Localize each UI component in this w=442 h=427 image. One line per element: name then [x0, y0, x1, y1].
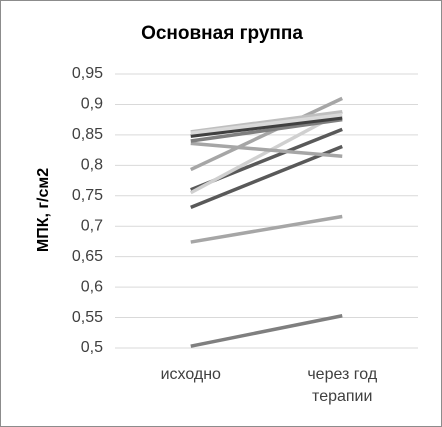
y-axis-label: МПК, г/см2 [35, 168, 52, 252]
series-line [190, 144, 343, 209]
y-tick-label: 0,7 [81, 217, 103, 234]
series-line [190, 214, 343, 244]
series-line [190, 117, 343, 143]
y-tick-label: 0,8 [81, 157, 103, 174]
y-tick-label: 0,85 [72, 126, 103, 143]
y-tick-label: 0,95 [72, 65, 103, 82]
y-tick-label: 0,65 [72, 248, 103, 265]
series-line [189, 110, 344, 195]
x-tick-label: через год терапии [307, 366, 378, 405]
x-tick-label: исходно [160, 366, 221, 383]
chart-title: Основная группа [141, 23, 303, 44]
series-line [190, 314, 343, 348]
y-tick-label: 0,6 [81, 278, 103, 295]
series-line [190, 96, 343, 172]
series-line [190, 141, 343, 158]
y-tick-label: 0,9 [81, 96, 103, 113]
y-tick-label: 0,5 [81, 339, 103, 356]
y-tick-label: 0,55 [72, 309, 103, 326]
y-tick-label: 0,75 [72, 187, 103, 204]
series-line [190, 116, 343, 138]
series-line [190, 113, 343, 135]
